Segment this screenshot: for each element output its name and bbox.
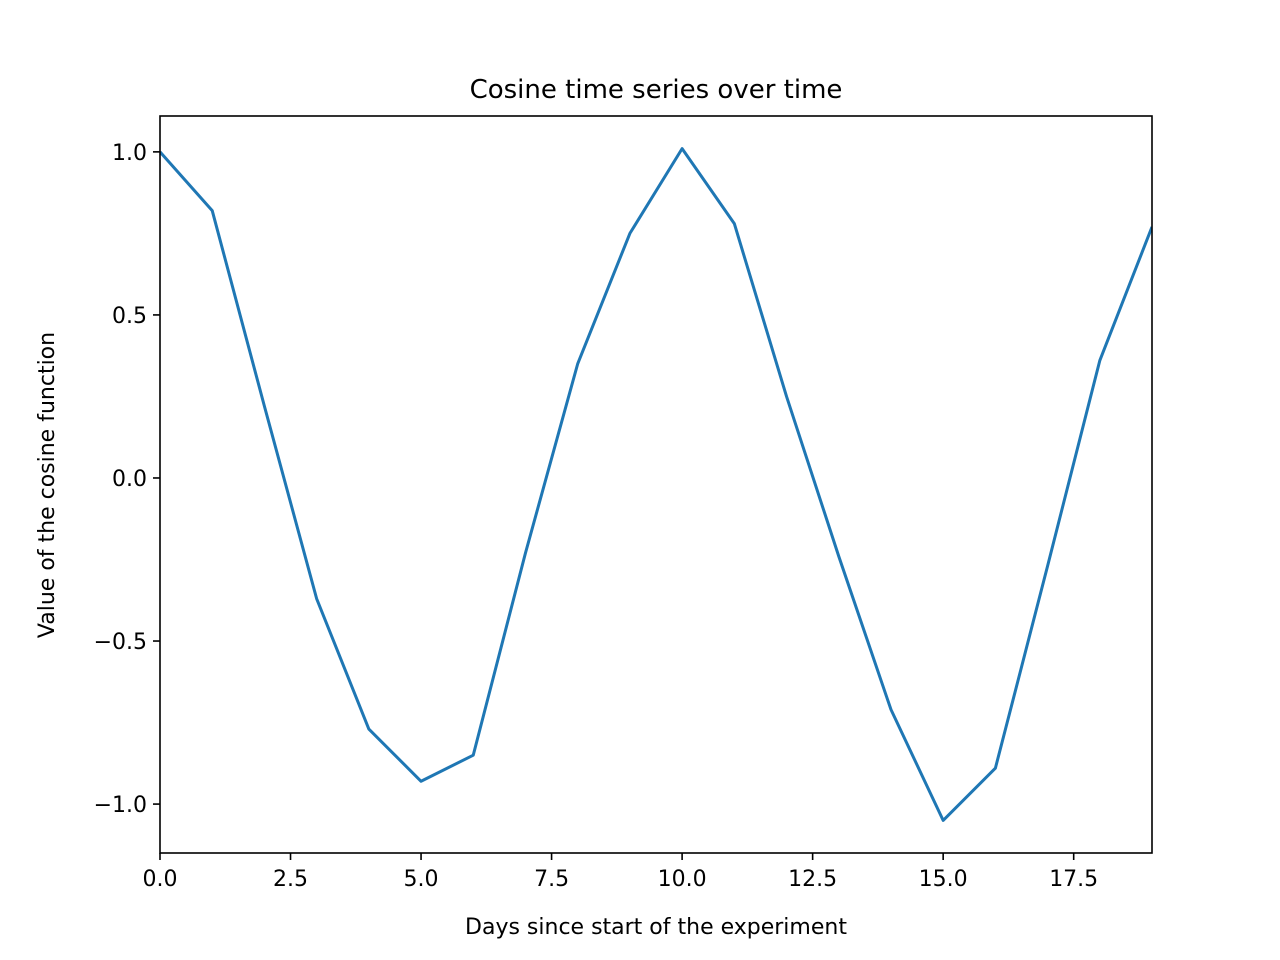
- x-tick-label: 0.0: [143, 867, 178, 892]
- y-tick-label: 1.0: [112, 141, 147, 166]
- y-axis: 1.0 0.5 0.0 −0.5 −1.0: [94, 141, 160, 818]
- x-tick-label: 17.5: [1049, 867, 1098, 892]
- series-line-0: [160, 147, 1152, 822]
- x-tick-label: 10.0: [658, 867, 707, 892]
- x-tick-label: 15.0: [919, 867, 968, 892]
- y-tick-label: −0.5: [94, 630, 147, 655]
- plot-frame: [159, 115, 1153, 854]
- chart-title: Cosine time series over time: [470, 75, 843, 105]
- y-tick-label: −1.0: [94, 793, 147, 818]
- x-tick-label: 12.5: [788, 867, 837, 892]
- y-tick-label: 0.5: [112, 304, 147, 329]
- x-tick-label: 5.0: [404, 867, 439, 892]
- x-axis-label: Days since start of the experiment: [465, 915, 847, 940]
- x-axis: 0.0 2.5 5.0 7.5 10.0 12.5 15.0 17.5: [143, 853, 1098, 892]
- plot-area: [159, 115, 1153, 854]
- x-tick-label: 7.5: [534, 867, 569, 892]
- y-axis-label: Value of the cosine function: [35, 332, 60, 638]
- x-tick-label: 2.5: [273, 867, 308, 892]
- y-tick-label: 0.0: [112, 467, 147, 492]
